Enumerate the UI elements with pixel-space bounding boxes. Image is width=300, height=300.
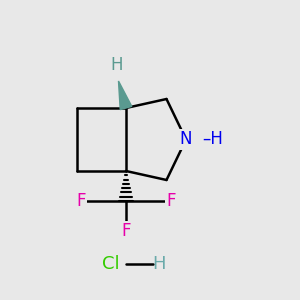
Text: H: H xyxy=(152,255,166,273)
Text: F: F xyxy=(121,222,131,240)
Polygon shape xyxy=(118,81,132,110)
Text: N: N xyxy=(180,130,192,148)
Text: F: F xyxy=(76,192,86,210)
Text: –H: –H xyxy=(202,130,224,148)
Text: Cl: Cl xyxy=(102,255,120,273)
Text: H: H xyxy=(111,56,123,74)
Text: F: F xyxy=(166,192,176,210)
